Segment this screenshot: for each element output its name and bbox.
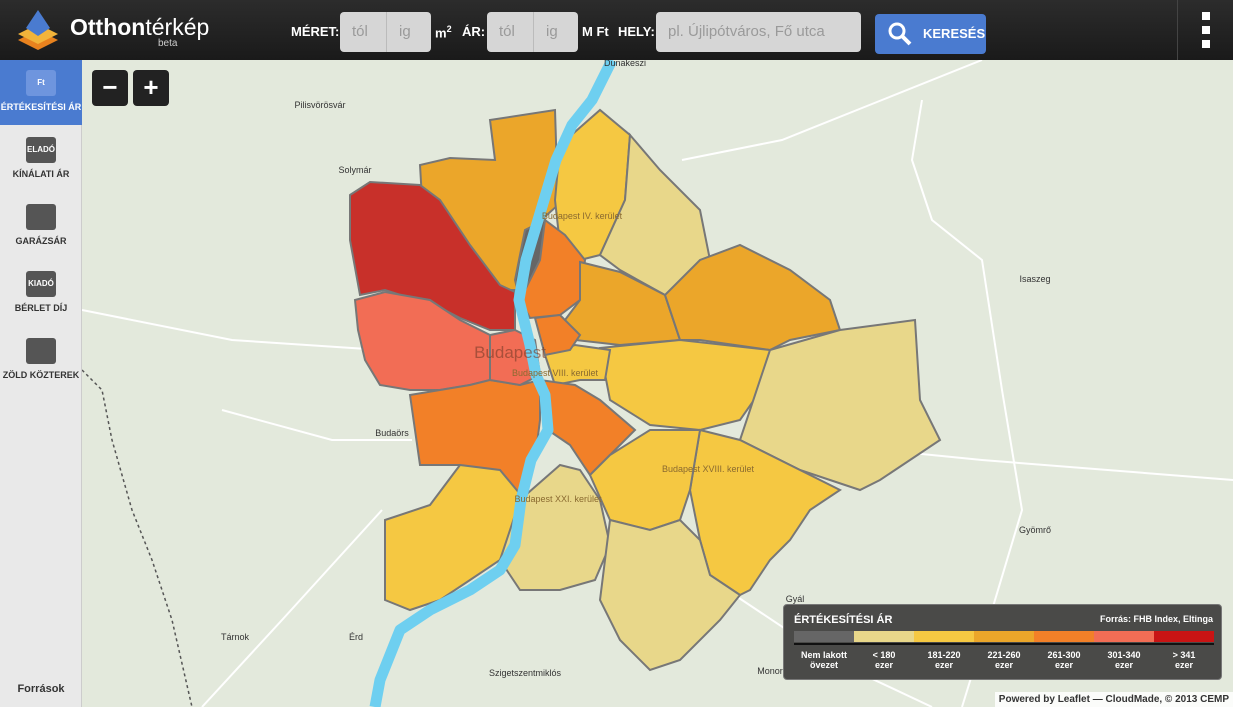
legend-label: ezer (934, 660, 953, 670)
legend-label: ezer (874, 660, 893, 670)
place-label: Tárnok (221, 632, 250, 642)
sidebar-item[interactable]: KIADÓ BÉRLET DÍJ (0, 261, 82, 326)
legend-swatch (914, 631, 974, 642)
districts (349, 108, 942, 672)
logo[interactable]: Otthontérkép (70, 14, 209, 41)
search-label: KERESÉS (923, 26, 986, 41)
header: Otthontérkép beta MÉRET: tól ig m2 ÁR: t… (0, 0, 1233, 60)
sidebar: Források Ft ÉRTÉKESÍTÉSI ÁR ELADÓ KÍNÁLATI … (0, 60, 82, 707)
sidebar-label: GARÁZSÁR (15, 236, 67, 246)
legend-swatch (794, 631, 854, 642)
menu[interactable] (1177, 0, 1233, 60)
sidebar-label: KÍNÁLATI ÁR (12, 169, 70, 179)
sidebar-item[interactable]: ELADÓ KÍNÁLATI ÁR (0, 127, 82, 192)
legend-swatch (974, 631, 1034, 642)
map[interactable]: Dunakeszi Pilisvörösvár Solymár Budapest IV… (82, 60, 1233, 707)
legend-label: ezer (1174, 660, 1193, 670)
size-from[interactable]: tól (340, 12, 386, 52)
sidebar-label: ÉRTÉKESÍTÉSI ÁR (0, 102, 82, 112)
legend: ÉRTÉKESÍTÉSI ÁR Forrás: FHB Index, Eltin… (783, 604, 1222, 680)
logo-light: térkép (145, 14, 210, 40)
border (82, 369, 193, 707)
place-label: Solymár (338, 165, 371, 175)
legend-label: 221-260 (987, 650, 1021, 660)
sources-link[interactable]: Források (17, 683, 65, 695)
place-label: Pilisvörösvár (294, 100, 345, 110)
legend-label: 301-340 (1107, 650, 1141, 660)
legend-label: ezer (1114, 660, 1133, 670)
sidebar-label: ZÖLD KÖZTEREK (2, 370, 80, 380)
sidebar-icon: ELADÓ (26, 137, 56, 163)
unit: m (435, 25, 447, 41)
price-from[interactable]: tól (487, 12, 533, 52)
legend-title: ÉRTÉKESÍTÉSI ÁR (794, 614, 893, 626)
attribution: Powered by Leaflet — CloudMade, © 2013 C… (994, 692, 1233, 707)
place-label: Budapest (474, 343, 546, 362)
sidebar-item[interactable]: ZÖLD KÖZTEREK (0, 328, 82, 393)
place-label: Budapest XVIII. kerület (662, 464, 755, 474)
place-label: Gyömrő (1019, 525, 1051, 535)
place-label: Dunakeszi (604, 60, 646, 68)
sidebar-icon (26, 338, 56, 364)
legend-label: ezer (1054, 660, 1073, 670)
sidebar-label: BÉRLET DÍJ (14, 303, 68, 313)
danube (369, 60, 617, 707)
sidebar-icon: Ft (26, 70, 56, 96)
place-label: Budapest IV. kerület (542, 211, 623, 221)
price-to[interactable]: ig (533, 12, 578, 52)
size-to[interactable]: ig (386, 12, 431, 52)
legend-swatch (854, 631, 914, 642)
logo-sub: beta (158, 38, 178, 49)
sidebar-icon: KIADÓ (26, 271, 56, 297)
place-label: Isaszeg (1019, 274, 1050, 284)
legend-label: övezet (809, 660, 838, 670)
legend-label: ezer (994, 660, 1013, 670)
place-input[interactable]: pl. Újlipótváros, Fő utca (656, 12, 861, 52)
sidebar-item[interactable]: GARÁZSÁR (0, 194, 82, 259)
place-label: Monor (757, 666, 783, 676)
place-label: Szigetszentmiklós (489, 668, 562, 678)
legend-label: > 341 (1172, 650, 1196, 660)
search-button[interactable]: KERESÉS (875, 14, 986, 54)
place-label: Budapest VIII. kerület (512, 368, 599, 378)
size-label: MÉRET: (291, 24, 340, 39)
legend-swatch (1154, 631, 1214, 642)
legend-swatch (1034, 631, 1094, 642)
sidebar-item[interactable]: Ft ÉRTÉKESÍTÉSI ÁR (0, 60, 82, 125)
sidebar-icon (26, 204, 56, 230)
place-label: Gyál (786, 594, 805, 604)
legend-source: Forrás: FHB Index, Eltinga (1099, 614, 1213, 624)
menu-icon (1202, 12, 1210, 48)
place-label: Budapest XXI. kerület (514, 494, 602, 504)
legend-label: < 180 (872, 650, 896, 660)
legend-label: 181-220 (927, 650, 961, 660)
place-label: Érd (349, 632, 363, 642)
zoom-in[interactable]: + (133, 70, 169, 106)
logo-bold: Otthon (70, 14, 146, 40)
unit-sup: 2 (446, 24, 452, 34)
place-label: Budaörs (375, 428, 409, 438)
search-icon (888, 22, 912, 46)
price-label: ÁR: (462, 24, 486, 39)
logo-icon (18, 10, 58, 50)
legend-rule (794, 643, 1214, 645)
legend-swatch (1094, 631, 1154, 642)
zoom-out[interactable]: − (92, 70, 128, 106)
place-label: HELY: (618, 24, 655, 39)
place-labels: Dunakeszi Pilisvörösvár Solymár Budapest IV… (221, 60, 1051, 678)
price-unit: M Ft (582, 24, 609, 39)
legend-label: 261-300 (1047, 650, 1081, 660)
legend-label: Nem lakott (800, 650, 847, 660)
